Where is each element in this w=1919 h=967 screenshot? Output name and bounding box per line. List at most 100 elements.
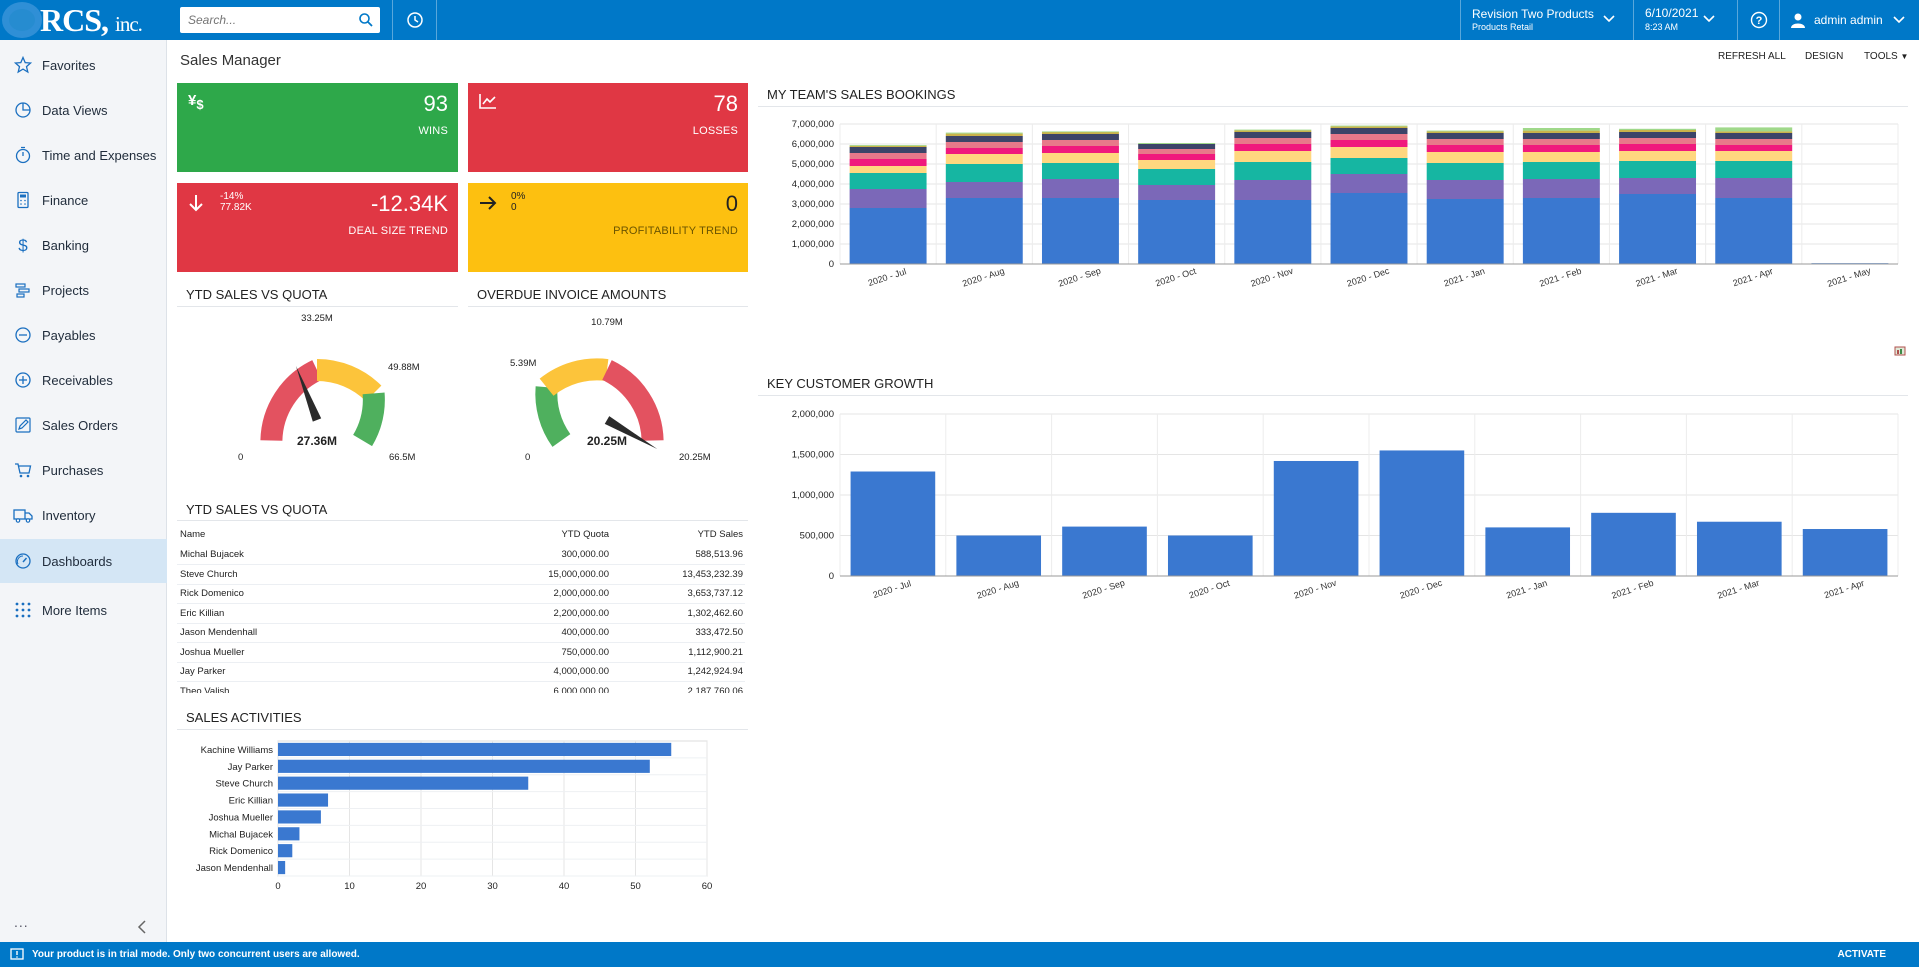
bar-segment[interactable] bbox=[945, 136, 1023, 142]
bar-segment[interactable] bbox=[1041, 146, 1119, 153]
sidebar-item-receivables[interactable]: Receivables bbox=[0, 358, 167, 402]
tools-menu-button[interactable]: TOOLS ▼ bbox=[1864, 51, 1909, 62]
bar[interactable] bbox=[1379, 450, 1465, 576]
bar[interactable] bbox=[850, 471, 936, 576]
column-header-ytd-quota[interactable]: YTD Quota bbox=[561, 529, 609, 540]
business-date-selector[interactable]: 6/10/2021 8:23 AM bbox=[1633, 0, 1733, 40]
sidebar-item-more-items[interactable]: More Items bbox=[0, 588, 167, 632]
bar-segment[interactable] bbox=[1330, 126, 1408, 128]
activate-button[interactable]: ACTIVATE bbox=[1837, 949, 1886, 960]
bar-segment[interactable] bbox=[1619, 161, 1697, 178]
bar-segment[interactable] bbox=[1715, 178, 1793, 198]
bar-segment[interactable] bbox=[849, 145, 927, 147]
help-button[interactable]: ? bbox=[1740, 0, 1778, 40]
user-menu[interactable]: admin admin bbox=[1780, 0, 1919, 40]
bar-segment[interactable] bbox=[1330, 128, 1408, 134]
bar[interactable] bbox=[1485, 527, 1571, 576]
bar-segment[interactable] bbox=[945, 182, 1023, 198]
bar-segment[interactable] bbox=[1715, 145, 1793, 151]
bar-segment[interactable] bbox=[849, 166, 927, 173]
bar-segment[interactable] bbox=[1715, 131, 1793, 133]
bar-segment[interactable] bbox=[1330, 158, 1408, 174]
bar-segment[interactable] bbox=[1426, 163, 1504, 180]
bar[interactable] bbox=[278, 860, 286, 875]
bar-segment[interactable] bbox=[1234, 138, 1312, 144]
bar[interactable] bbox=[278, 827, 300, 841]
bar-segment[interactable] bbox=[945, 142, 1023, 148]
quota-table-container[interactable]: Name YTD Quota YTD Sales Michal Bujacek 3… bbox=[177, 524, 748, 693]
table-row[interactable]: Rick Domenico 2,000,000.00 3,653,737.12 bbox=[177, 584, 745, 604]
bar-segment[interactable] bbox=[1619, 151, 1697, 161]
bar[interactable] bbox=[278, 742, 672, 757]
bar[interactable] bbox=[1062, 526, 1147, 576]
bar-segment[interactable] bbox=[1522, 198, 1600, 264]
wins-tile[interactable]: ¥$ 93 WINS bbox=[177, 83, 458, 172]
bar-segment[interactable] bbox=[1330, 140, 1408, 147]
bar-segment[interactable] bbox=[1138, 144, 1216, 149]
bar[interactable] bbox=[1591, 512, 1676, 576]
bar-segment[interactable] bbox=[1715, 198, 1793, 264]
bar-segment[interactable] bbox=[1619, 130, 1697, 132]
bar[interactable] bbox=[278, 810, 321, 824]
table-row[interactable]: Joshua Mueller 750,000.00 1,112,900.21 bbox=[177, 642, 745, 663]
refresh-all-button[interactable]: REFRESH ALL bbox=[1718, 51, 1786, 62]
bar-segment[interactable] bbox=[1522, 179, 1600, 198]
bar-segment[interactable] bbox=[1234, 180, 1312, 200]
sidebar-item-finance[interactable]: Finance bbox=[0, 178, 167, 222]
bar[interactable] bbox=[1696, 521, 1782, 576]
bar-segment[interactable] bbox=[1522, 133, 1600, 139]
bar-segment[interactable] bbox=[1041, 134, 1119, 140]
bar-segment[interactable] bbox=[1138, 149, 1216, 154]
table-row[interactable]: Jay Parker 4,000,000.00 1,242,924.94 bbox=[177, 662, 745, 682]
bar-segment[interactable] bbox=[1715, 139, 1793, 145]
chart-export-icon[interactable] bbox=[1894, 344, 1906, 356]
sidebar-item-projects[interactable]: Projects bbox=[0, 268, 167, 312]
bar-segment[interactable] bbox=[1041, 163, 1119, 179]
bar-segment[interactable] bbox=[1041, 140, 1119, 146]
table-row[interactable]: Eric Killian 2,200,000.00 1,302,462.60 bbox=[177, 603, 745, 624]
bar-segment[interactable] bbox=[1138, 154, 1216, 160]
bar-segment[interactable] bbox=[1619, 132, 1697, 138]
table-row[interactable]: Michal Bujacek 300,000.00 588,513.96 bbox=[177, 545, 745, 565]
bar-segment[interactable] bbox=[1522, 139, 1600, 145]
bar-segment[interactable] bbox=[1426, 131, 1504, 133]
sidebar-item-inventory[interactable]: Inventory bbox=[0, 493, 167, 537]
bar-segment[interactable] bbox=[1619, 178, 1697, 194]
bar-segment[interactable] bbox=[1426, 130, 1504, 132]
bar-segment[interactable] bbox=[1330, 125, 1408, 127]
bar-segment[interactable] bbox=[849, 153, 927, 159]
bar-segment[interactable] bbox=[1041, 198, 1119, 264]
bar-segment[interactable] bbox=[849, 145, 927, 146]
column-header-ytd-sales[interactable]: YTD Sales bbox=[697, 529, 743, 540]
bar-segment[interactable] bbox=[1330, 174, 1408, 193]
bar-segment[interactable] bbox=[945, 148, 1023, 154]
table-row[interactable]: Steve Church 15,000,000.00 13,453,232.39 bbox=[177, 564, 745, 585]
bar-segment[interactable] bbox=[1715, 133, 1793, 139]
bar-segment[interactable] bbox=[1234, 162, 1312, 180]
sidebar-item-payables[interactable]: Payables bbox=[0, 313, 167, 357]
table-row[interactable]: Jason Mendenhall 400,000.00 333,472.50 bbox=[177, 623, 745, 643]
search-icon[interactable] bbox=[358, 12, 374, 28]
bar[interactable] bbox=[278, 844, 293, 858]
bar-segment[interactable] bbox=[1041, 131, 1119, 133]
collapse-sidebar-icon[interactable] bbox=[136, 920, 148, 934]
sidebar-item-dashboards[interactable]: Dashboards bbox=[0, 539, 167, 583]
bar-segment[interactable] bbox=[1234, 130, 1312, 132]
bar-segment[interactable] bbox=[849, 147, 927, 153]
bar[interactable] bbox=[1167, 535, 1253, 577]
sidebar-item-data-views[interactable]: Data Views bbox=[0, 88, 167, 132]
bar-segment[interactable] bbox=[849, 173, 927, 189]
bar-segment[interactable] bbox=[1619, 194, 1697, 264]
bar-segment[interactable] bbox=[1138, 200, 1216, 264]
bar-segment[interactable] bbox=[1426, 133, 1504, 139]
bar-segment[interactable] bbox=[1041, 153, 1119, 163]
bar-segment[interactable] bbox=[849, 159, 927, 166]
bar-segment[interactable] bbox=[1619, 128, 1697, 130]
bar-segment[interactable] bbox=[1234, 151, 1312, 162]
sidebar-item-sales-orders[interactable]: Sales Orders bbox=[0, 403, 167, 447]
profitability-trend-tile[interactable]: 0% 0 0 PROFITABILITY TREND bbox=[468, 183, 748, 272]
bar-segment[interactable] bbox=[1715, 161, 1793, 178]
bar-segment[interactable] bbox=[1522, 162, 1600, 179]
bar-segment[interactable] bbox=[1330, 134, 1408, 140]
bar-segment[interactable] bbox=[1138, 185, 1216, 200]
